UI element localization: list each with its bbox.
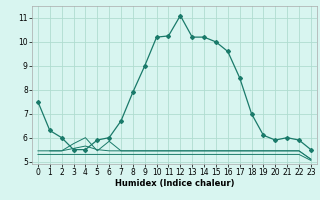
X-axis label: Humidex (Indice chaleur): Humidex (Indice chaleur) — [115, 179, 234, 188]
